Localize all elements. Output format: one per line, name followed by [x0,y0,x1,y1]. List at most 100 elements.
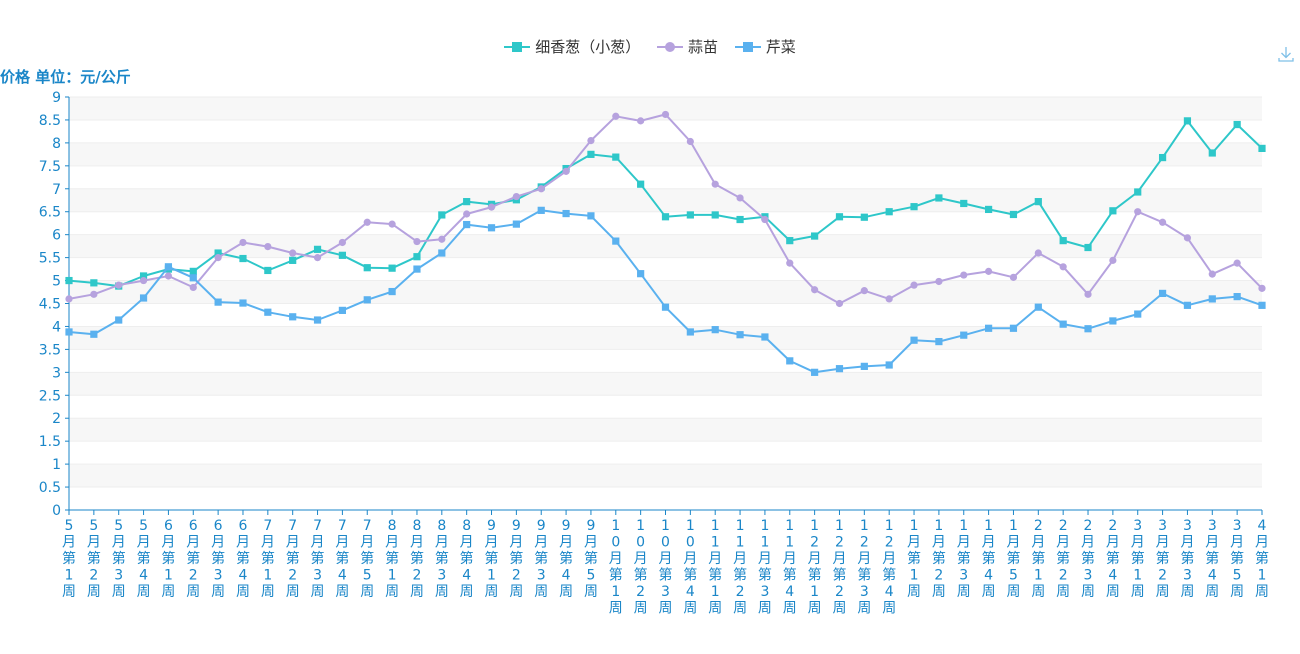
legend-label: 蒜苗 [687,38,718,56]
download-icon[interactable] [1276,44,1296,64]
x-tick-label: 1 0 月第 3 周 [659,518,673,617]
legend-item-series-1[interactable]: 蒜苗 [656,36,718,57]
y-tick-label: 1.5 [39,434,61,450]
data-point [1034,198,1042,206]
data-point [1134,188,1142,196]
legend-swatch-icon [656,40,683,54]
data-point [910,203,918,211]
data-point [487,203,496,211]
data-point [612,112,620,120]
x-tick-label: 9 月第 4 周 [559,518,573,600]
data-point [214,298,222,306]
data-point [338,238,346,247]
data-point [313,254,322,262]
grid-band [69,326,1262,350]
y-tick-label: 6.5 [39,205,61,221]
data-point [885,361,893,369]
data-point [562,167,570,175]
legend: 细香葱（小葱） 蒜苗 芹菜 [0,36,1300,58]
x-tick-label: 9 月第 2 周 [509,518,523,600]
data-point [835,299,844,308]
data-point [1208,149,1216,157]
grid-band [69,418,1262,442]
x-tick-label: 5 月第 1 周 [62,518,76,600]
grid-band [69,464,1262,488]
data-point [960,199,968,208]
data-point [338,251,346,259]
y-tick-label: 1 [52,457,61,473]
y-tick-label: 8 [52,136,61,152]
x-tick-label: 1 2 月第 4 周 [882,518,896,617]
data-point [686,137,694,146]
data-point [711,180,719,188]
y-tick-label: 5.5 [39,251,61,267]
data-point [65,328,73,336]
y-tick-label: 2 [52,411,61,427]
x-tick-label: 6 月第 2 周 [186,518,200,600]
data-point [1009,273,1018,281]
data-point [985,267,993,275]
data-point [413,265,421,273]
data-point [1258,144,1266,152]
x-tick-label: 1 2 月第 3 周 [857,518,871,617]
x-tick-label: 1 月第 4 周 [982,518,996,600]
data-point [115,316,123,324]
data-point [239,299,247,307]
data-point [139,294,148,302]
y-tick-label: 4.5 [39,297,61,313]
data-point [65,276,73,285]
data-point [413,253,421,261]
data-point [1034,303,1042,311]
data-point [811,232,819,240]
x-tick-label: 2 月第 1 周 [1031,518,1045,600]
y-tick-label: 5 [52,274,61,290]
data-point [811,286,819,294]
data-point [1183,117,1192,125]
data-point [910,281,918,289]
data-point [1084,243,1092,252]
data-point [313,316,322,324]
data-point [289,313,297,321]
data-point [1233,293,1241,301]
data-point [1158,153,1167,162]
data-point [935,277,943,286]
y-tick-label: 7.5 [39,159,61,175]
data-point [289,249,297,257]
y-axis-label: 价格 单位：元/公斤 [0,68,131,86]
x-tick-label: 1 1 月第 3 周 [758,518,772,617]
data-point [264,266,272,275]
data-point [289,256,297,264]
data-point [1134,208,1142,216]
x-tick-label: 7 月第 3 周 [311,518,325,600]
x-tick-label: 3 月第 4 周 [1205,518,1219,600]
data-point [686,328,694,336]
data-point [1158,289,1167,298]
data-point [935,337,943,346]
data-point [1258,284,1266,292]
data-point [413,237,421,246]
legend-item-series-2[interactable]: 芹菜 [734,36,796,57]
x-tick-label: 1 2 月第 1 周 [808,518,822,617]
data-point [388,287,396,296]
data-point [1233,259,1241,267]
data-point [612,237,620,245]
data-point [363,264,371,272]
x-tick-label: 3 月第 2 周 [1156,518,1170,600]
data-point [264,308,272,316]
data-point [761,215,769,224]
data-point [1258,301,1266,309]
data-point [711,326,719,334]
x-tick-label: 8 月第 4 周 [460,518,474,600]
legend-item-series-0[interactable]: 细香葱（小葱） [504,36,640,57]
grid-band [69,188,1262,212]
x-tick-label: 9 月第 5 周 [584,518,598,600]
data-point [860,362,868,370]
x-tick-label: 8 月第 2 周 [410,518,424,600]
data-point [239,238,247,247]
data-point [463,198,471,206]
data-point [1109,317,1117,325]
data-point [686,211,694,219]
grid-band [69,142,1262,166]
data-point [189,283,197,292]
